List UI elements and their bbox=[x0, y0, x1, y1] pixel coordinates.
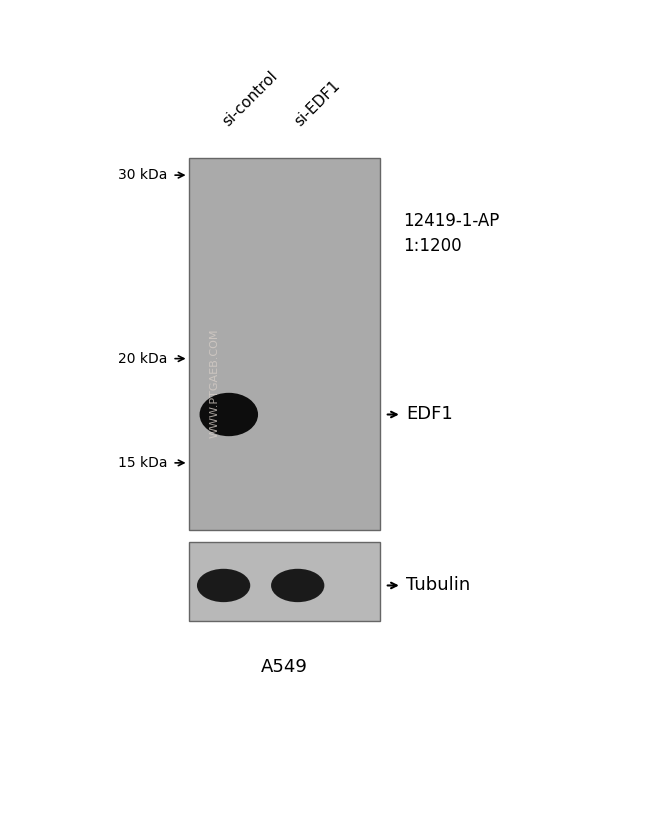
Ellipse shape bbox=[203, 572, 244, 599]
Text: 12419-1-AP
1:1200: 12419-1-AP 1:1200 bbox=[403, 212, 499, 255]
Bar bbox=[188, 158, 380, 530]
Ellipse shape bbox=[293, 583, 302, 588]
Ellipse shape bbox=[226, 413, 231, 416]
Ellipse shape bbox=[198, 570, 249, 601]
Ellipse shape bbox=[218, 582, 229, 589]
Text: 30 kDa: 30 kDa bbox=[118, 168, 168, 182]
Ellipse shape bbox=[210, 400, 248, 429]
Ellipse shape bbox=[287, 579, 308, 592]
Ellipse shape bbox=[218, 407, 239, 422]
Ellipse shape bbox=[286, 578, 309, 593]
Ellipse shape bbox=[294, 584, 301, 587]
Ellipse shape bbox=[209, 576, 239, 595]
Ellipse shape bbox=[205, 397, 252, 432]
Ellipse shape bbox=[217, 406, 240, 423]
Ellipse shape bbox=[214, 580, 233, 591]
Ellipse shape bbox=[289, 580, 307, 591]
Ellipse shape bbox=[278, 574, 317, 597]
Ellipse shape bbox=[222, 409, 236, 420]
Ellipse shape bbox=[296, 585, 299, 586]
Ellipse shape bbox=[216, 405, 242, 424]
Ellipse shape bbox=[209, 399, 249, 430]
Ellipse shape bbox=[291, 580, 305, 590]
Ellipse shape bbox=[280, 575, 315, 596]
Ellipse shape bbox=[207, 575, 240, 595]
Ellipse shape bbox=[201, 394, 257, 435]
Ellipse shape bbox=[219, 583, 228, 588]
Ellipse shape bbox=[220, 408, 238, 421]
Text: EDF1: EDF1 bbox=[406, 405, 453, 424]
Text: si-EDF1: si-EDF1 bbox=[292, 78, 343, 129]
Ellipse shape bbox=[206, 575, 241, 596]
Ellipse shape bbox=[283, 576, 313, 595]
Text: A549: A549 bbox=[261, 658, 307, 676]
Ellipse shape bbox=[204, 574, 243, 597]
Text: WWW.PTGAEB.COM: WWW.PTGAEB.COM bbox=[209, 329, 220, 439]
Bar bbox=[188, 542, 380, 621]
Text: 15 kDa: 15 kDa bbox=[118, 456, 168, 470]
Ellipse shape bbox=[216, 580, 231, 590]
Text: Tubulin: Tubulin bbox=[406, 576, 471, 595]
Ellipse shape bbox=[211, 577, 237, 594]
Ellipse shape bbox=[200, 393, 258, 436]
Ellipse shape bbox=[285, 577, 311, 594]
Ellipse shape bbox=[292, 582, 304, 589]
Ellipse shape bbox=[213, 402, 245, 427]
Ellipse shape bbox=[271, 569, 324, 602]
Ellipse shape bbox=[200, 570, 247, 600]
Ellipse shape bbox=[222, 585, 225, 586]
Ellipse shape bbox=[274, 570, 321, 600]
Ellipse shape bbox=[207, 398, 251, 431]
Ellipse shape bbox=[226, 412, 232, 417]
Ellipse shape bbox=[276, 571, 320, 600]
Ellipse shape bbox=[202, 571, 246, 600]
Ellipse shape bbox=[212, 578, 235, 593]
Ellipse shape bbox=[208, 399, 250, 430]
Ellipse shape bbox=[214, 404, 243, 425]
Ellipse shape bbox=[211, 401, 246, 428]
Ellipse shape bbox=[203, 395, 255, 434]
Ellipse shape bbox=[204, 396, 254, 433]
Ellipse shape bbox=[281, 575, 314, 595]
Text: 20 kDa: 20 kDa bbox=[118, 352, 168, 365]
Ellipse shape bbox=[224, 411, 233, 418]
Ellipse shape bbox=[220, 409, 237, 420]
Text: si-control: si-control bbox=[220, 68, 281, 129]
Ellipse shape bbox=[272, 570, 323, 601]
Ellipse shape bbox=[197, 569, 250, 602]
Ellipse shape bbox=[213, 579, 234, 592]
Ellipse shape bbox=[220, 584, 227, 587]
Ellipse shape bbox=[223, 410, 235, 419]
Ellipse shape bbox=[227, 414, 230, 415]
Ellipse shape bbox=[277, 572, 318, 599]
Ellipse shape bbox=[202, 394, 255, 435]
Ellipse shape bbox=[214, 403, 244, 426]
